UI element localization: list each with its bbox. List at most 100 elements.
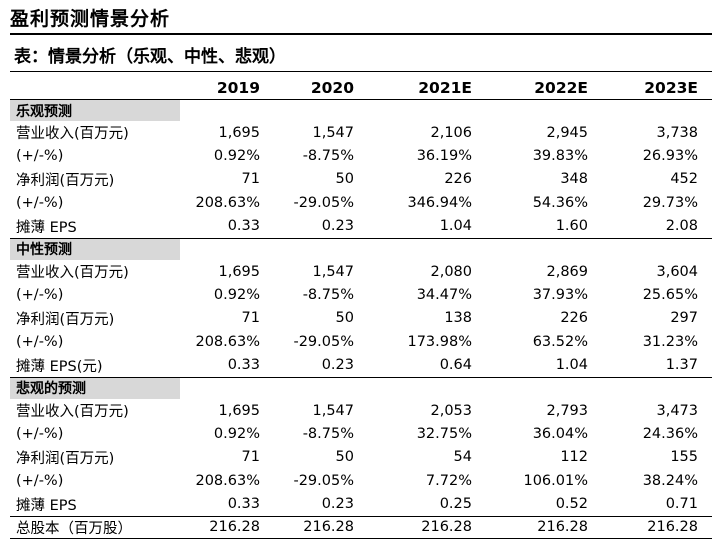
value-cell: 1,547 bbox=[312, 402, 354, 419]
value-cell: 50 bbox=[335, 171, 354, 188]
row-label: 摊薄 EPS bbox=[16, 219, 77, 236]
section-blank-cell bbox=[180, 376, 274, 399]
value-cell: 297 bbox=[670, 310, 698, 327]
section-blank-cell bbox=[368, 376, 486, 399]
row-label: 总股本（百万股） bbox=[10, 515, 180, 539]
value-cell: 2,080 bbox=[430, 263, 472, 280]
value-cell: 26.93% bbox=[642, 148, 698, 165]
value-cell: 208.63% bbox=[195, 333, 260, 350]
table-row: 摊薄 EPS 0.33 0.23 0.25 0.52 0.71 bbox=[10, 492, 712, 516]
rule-cell bbox=[602, 538, 712, 539]
page-title: 盈利预测情景分析 bbox=[10, 8, 171, 30]
value-cell: -8.75% bbox=[302, 425, 354, 442]
value-cell: 1.37 bbox=[665, 357, 698, 374]
value-cell: 0.33 bbox=[227, 218, 260, 235]
rule-cell bbox=[486, 538, 602, 539]
header-blank bbox=[10, 77, 180, 100]
section-header-row: 乐观预测 bbox=[10, 99, 712, 121]
year-header: 2023E bbox=[602, 77, 712, 100]
value-cell: 54 bbox=[453, 449, 472, 466]
table-row: 营业收入(百万元) 1,695 1,547 2,080 2,869 3,604 bbox=[10, 260, 712, 283]
value-cell: 24.36% bbox=[642, 425, 698, 442]
value-cell: 0.92% bbox=[213, 287, 260, 304]
value-cell: -8.75% bbox=[302, 148, 354, 165]
value-cell: 452 bbox=[670, 171, 698, 188]
section-name: 乐观预测 bbox=[10, 99, 180, 121]
value-cell: -29.05% bbox=[293, 472, 354, 489]
rule-cell bbox=[368, 538, 486, 539]
value-cell: 25.65% bbox=[642, 287, 698, 304]
value-cell: 71 bbox=[241, 449, 260, 466]
row-label: (+/-%) bbox=[16, 148, 64, 165]
table-row: 摊薄 EPS 0.33 0.23 1.04 1.60 2.08 bbox=[10, 215, 712, 239]
title-divider bbox=[10, 33, 712, 35]
section-name: 中性预测 bbox=[10, 237, 180, 260]
value-cell: 0.52 bbox=[555, 496, 588, 513]
value-cell: 7.72% bbox=[425, 472, 472, 489]
value-cell: 2,793 bbox=[546, 402, 588, 419]
row-label: 摊薄 EPS(元) bbox=[16, 358, 103, 375]
value-cell: 0.92% bbox=[213, 425, 260, 442]
value-cell: 0.33 bbox=[227, 357, 260, 374]
value-cell: 216.28 bbox=[180, 515, 274, 539]
year-header: 2019 bbox=[180, 77, 274, 100]
value-cell: 37.93% bbox=[532, 287, 588, 304]
table-row: 营业收入(百万元) 1,695 1,547 2,106 2,945 3,738 bbox=[10, 121, 712, 144]
table-row: 净利润(百万元) 71 50 226 348 452 bbox=[10, 168, 712, 191]
value-cell: 216.28 bbox=[368, 515, 486, 539]
value-cell: 216.28 bbox=[274, 515, 368, 539]
section-header-row: 悲观的预测 bbox=[10, 376, 712, 399]
table-bottom-divider bbox=[10, 538, 712, 539]
value-cell: 36.04% bbox=[532, 425, 588, 442]
value-cell: 2,945 bbox=[546, 124, 588, 141]
section-blank-cell bbox=[602, 376, 712, 399]
section-blank-cell bbox=[602, 237, 712, 260]
table-row: (+/-%) 208.63% -29.05% 7.72% 106.01% 38.24% bbox=[10, 469, 712, 492]
value-cell: 0.71 bbox=[665, 496, 698, 513]
section-blank-cell bbox=[486, 376, 602, 399]
total-shares-row: 总股本（百万股） 216.28 216.28 216.28 216.28 216.28 bbox=[10, 515, 712, 539]
value-cell: 0.23 bbox=[321, 496, 354, 513]
value-cell: 106.01% bbox=[523, 472, 588, 489]
table-row: (+/-%) 0.92% -8.75% 36.19% 39.83% 26.93% bbox=[10, 144, 712, 167]
value-cell: 50 bbox=[335, 310, 354, 327]
value-cell: 112 bbox=[560, 449, 588, 466]
value-cell: 155 bbox=[670, 449, 698, 466]
section-blank-cell bbox=[368, 99, 486, 121]
value-cell: 1.04 bbox=[555, 357, 588, 374]
value-cell: 31.23% bbox=[642, 333, 698, 350]
table-row: (+/-%) 0.92% -8.75% 34.47% 37.93% 25.65% bbox=[10, 283, 712, 306]
table-row: 营业收入(百万元) 1,695 1,547 2,053 2,793 3,473 bbox=[10, 399, 712, 422]
value-cell: 36.19% bbox=[416, 148, 472, 165]
table-row: (+/-%) 0.92% -8.75% 32.75% 36.04% 24.36% bbox=[10, 422, 712, 445]
value-cell: 1,695 bbox=[218, 402, 260, 419]
value-cell: 1,547 bbox=[312, 124, 354, 141]
value-cell: 346.94% bbox=[407, 194, 472, 211]
value-cell: 2,053 bbox=[430, 402, 472, 419]
value-cell: 1.04 bbox=[439, 218, 472, 235]
section-blank-cell bbox=[274, 376, 368, 399]
section-blank-cell bbox=[180, 237, 274, 260]
table-row: (+/-%) 208.63% -29.05% 173.98% 63.52% 31.23% bbox=[10, 330, 712, 353]
rule-cell bbox=[10, 538, 180, 539]
row-label: 摊薄 EPS bbox=[16, 497, 77, 514]
value-cell: 1,695 bbox=[218, 263, 260, 280]
section-name: 悲观的预测 bbox=[10, 376, 180, 399]
section-blank-cell bbox=[602, 99, 712, 121]
row-label: (+/-%) bbox=[16, 287, 64, 304]
value-cell: -29.05% bbox=[293, 194, 354, 211]
row-label: (+/-%) bbox=[16, 333, 64, 350]
value-cell: 2,106 bbox=[430, 124, 472, 141]
value-cell: 216.28 bbox=[602, 515, 712, 539]
value-cell: 54.36% bbox=[532, 194, 588, 211]
value-cell: 208.63% bbox=[195, 194, 260, 211]
value-cell: 348 bbox=[560, 171, 588, 188]
value-cell: 71 bbox=[241, 310, 260, 327]
value-cell: 71 bbox=[241, 171, 260, 188]
section-header-row: 中性预测 bbox=[10, 237, 712, 260]
section-blank-cell bbox=[486, 237, 602, 260]
row-label: 营业收入(百万元) bbox=[16, 265, 129, 282]
scenario-table: 2019 2020 2021E 2022E 2023E 乐观预测营业收入(百万元… bbox=[10, 77, 712, 539]
value-cell: 2,869 bbox=[546, 263, 588, 280]
year-header-row: 2019 2020 2021E 2022E 2023E bbox=[10, 77, 712, 100]
